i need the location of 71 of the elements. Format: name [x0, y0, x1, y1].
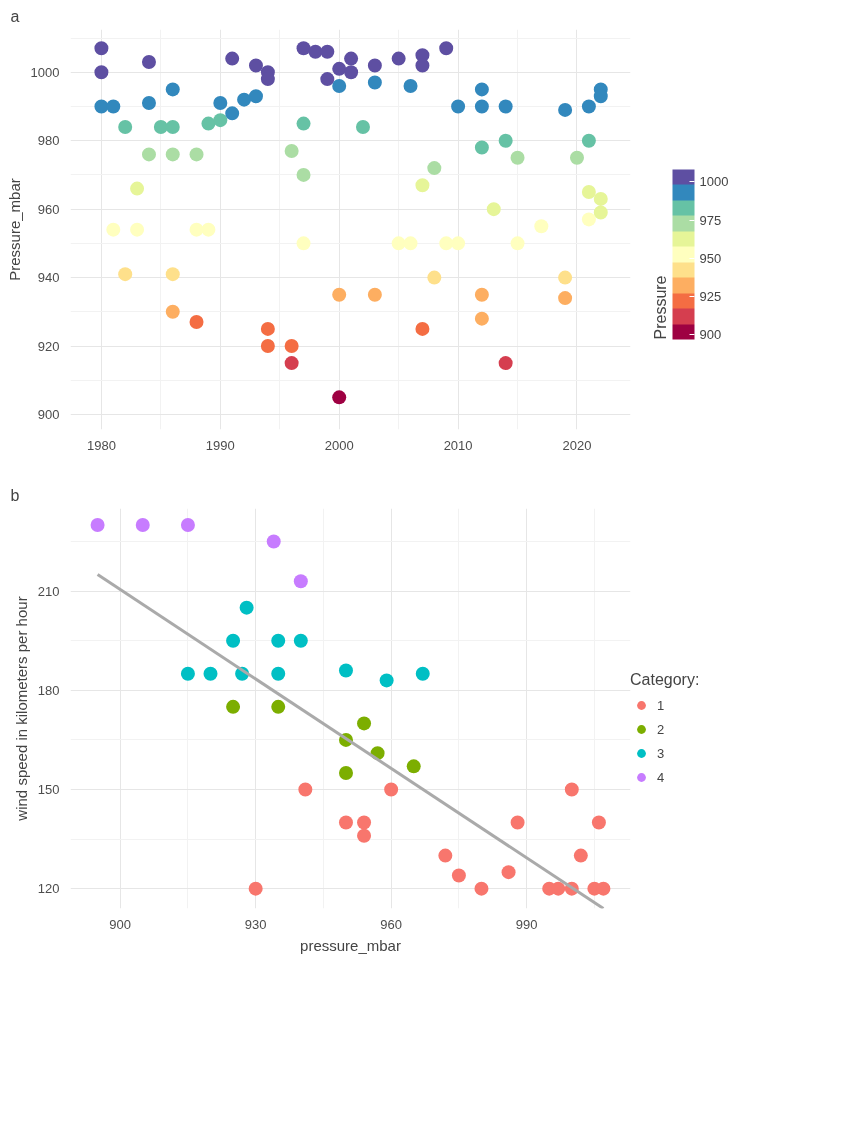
- point: [271, 633, 286, 648]
- legend-title: Category:: [630, 671, 700, 689]
- point: [510, 815, 525, 830]
- color-bar-label: 900: [699, 327, 722, 343]
- color-bar-label: 925: [699, 289, 722, 305]
- x-tick-label: 2010: [443, 437, 473, 453]
- point: [591, 815, 606, 830]
- point: [357, 815, 372, 830]
- y-tick-label: 120: [37, 881, 60, 897]
- point: [248, 881, 263, 896]
- point: [293, 574, 308, 589]
- point: [384, 782, 399, 797]
- point: [573, 848, 588, 863]
- legend-label: 4: [657, 769, 666, 785]
- legend-label: 1: [657, 697, 666, 713]
- point: [474, 881, 489, 896]
- point: [90, 518, 105, 533]
- y-tick-label: 940: [37, 270, 60, 286]
- point: [271, 666, 286, 681]
- point: [180, 666, 195, 681]
- point: [338, 663, 353, 678]
- y-tick-label: 960: [37, 201, 60, 217]
- point: [239, 600, 254, 615]
- point: [501, 865, 516, 880]
- x-tick-label: 900: [109, 916, 132, 932]
- color-bar-label: 1000: [699, 174, 729, 190]
- point: [293, 633, 308, 648]
- y-tick-label: 150: [37, 781, 60, 797]
- y-axis-title: Pressure_mbar: [5, 178, 23, 281]
- x-tick-label: 960: [380, 916, 402, 932]
- x-tick-label: 990: [515, 916, 538, 932]
- point: [438, 848, 453, 863]
- text: a: [10, 7, 20, 25]
- point: [180, 518, 195, 533]
- x-tick-label: 930: [244, 916, 267, 932]
- point: [338, 765, 353, 780]
- point: [271, 699, 286, 714]
- point: [551, 881, 566, 896]
- y-tick-label: 920: [37, 338, 60, 354]
- color-bar-label: 975: [699, 212, 722, 228]
- y-tick-label: 1000: [30, 64, 60, 80]
- color-bar-label: 950: [699, 250, 722, 266]
- point: [415, 666, 430, 681]
- point: [379, 673, 394, 688]
- y-tick-label: 900: [37, 406, 60, 422]
- x-tick-label: 1980: [86, 437, 116, 453]
- y-tick-label: 180: [37, 682, 60, 698]
- x-tick-label: 2020: [562, 437, 592, 453]
- point: [564, 782, 579, 797]
- point: [203, 666, 218, 681]
- point: [135, 518, 150, 533]
- point: [266, 534, 281, 549]
- y-tick-label: 980: [37, 133, 60, 149]
- x-tick-label: 1990: [205, 437, 235, 453]
- point: [596, 881, 611, 896]
- point: [338, 815, 353, 830]
- legend-label: 3: [657, 745, 666, 761]
- point: [451, 868, 466, 883]
- text: b: [10, 486, 20, 504]
- point: [357, 828, 372, 843]
- x-axis-title: pressure_mbar: [300, 936, 401, 954]
- point: [226, 699, 241, 714]
- point: [298, 782, 313, 797]
- x-tick-label: 2000: [324, 437, 354, 453]
- point: [406, 759, 421, 774]
- point: [226, 633, 241, 648]
- legend-label: 2: [657, 721, 666, 737]
- color-bar-title: Pressure: [651, 275, 669, 340]
- y-axis-title: wind speed in kilometers per hour: [12, 596, 30, 822]
- y-tick-label: 210: [37, 583, 60, 599]
- point: [357, 716, 372, 731]
